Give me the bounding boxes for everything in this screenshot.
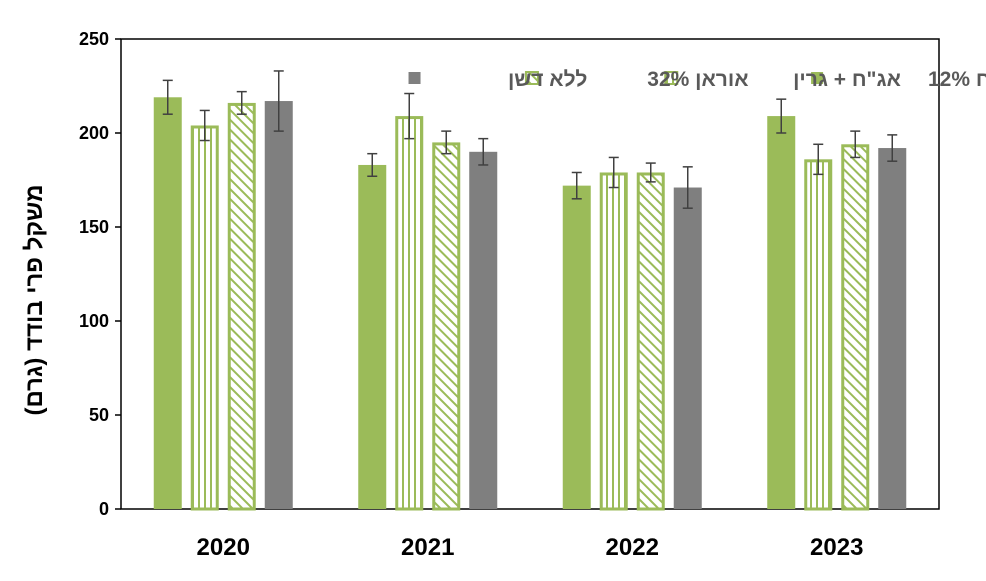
legend-swatch (524, 71, 539, 85)
legend-label: אג"ח 12% (928, 68, 986, 91)
bars-group (153, 97, 907, 511)
x-axis: 2020 2021 2022 2023 (197, 534, 864, 561)
x-category-label: 2023 (810, 534, 863, 561)
y-tick-label: 0 (99, 499, 109, 519)
bar (562, 185, 591, 509)
plot-frame (120, 38, 940, 510)
x-category-label: 2020 (197, 534, 250, 561)
bar (264, 101, 293, 509)
legend-swatch (811, 72, 824, 84)
bar (227, 102, 256, 511)
legend-label: אוראן 32% (647, 68, 748, 91)
bar (636, 172, 665, 511)
x-category-label: 2021 (401, 534, 454, 561)
bar (767, 116, 796, 509)
legend-swatch (664, 71, 679, 85)
legend-label: אג"ח + גרין (793, 68, 901, 91)
y-tick-label: 50 (89, 405, 109, 425)
bar (673, 187, 702, 509)
y-tick-label: 100 (79, 311, 109, 331)
y-tick-label: 250 (79, 29, 109, 49)
y-axis-title: משקל פרי בודד (גרם) (21, 184, 48, 415)
y-axis: 0 50 100 150 200 250 (79, 29, 121, 519)
bar (878, 148, 907, 510)
bar (358, 164, 387, 509)
legend-label: ללא דשן (508, 68, 587, 91)
bar (599, 172, 628, 511)
bar (804, 159, 833, 511)
legend-swatch (408, 72, 421, 84)
y-tick-label: 200 (79, 123, 109, 143)
y-tick-label: 150 (79, 217, 109, 237)
bar (841, 144, 870, 511)
bar (395, 116, 424, 511)
bar (153, 97, 182, 509)
bar (469, 151, 498, 510)
bar (190, 125, 219, 511)
legend: אג"ח 12% אג"ח + גרין אוראן 32% ללא דשן (408, 68, 986, 91)
x-category-label: 2022 (606, 534, 659, 561)
bar (432, 142, 461, 511)
error-bars-group (162, 70, 898, 209)
